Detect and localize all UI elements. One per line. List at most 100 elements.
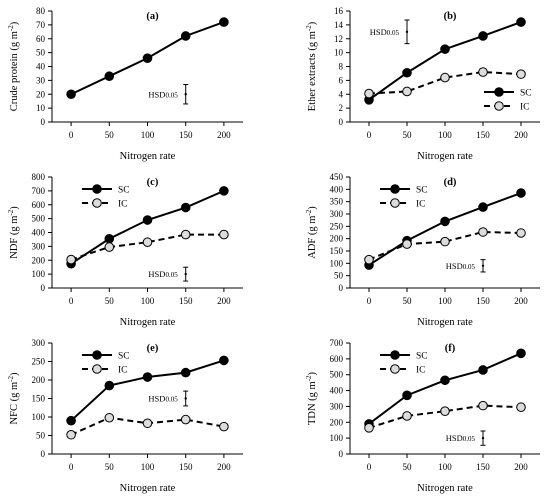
x-axis-title: Nitrogen rate xyxy=(417,317,473,328)
y-tick-label: 200 xyxy=(330,417,344,427)
y-axis-title-text: NFC (g m xyxy=(9,382,20,425)
y-tick-label: 0 xyxy=(41,283,46,293)
chart-panel-f: 0 100 200 300 400 500 600 700 0 50 100 150 200 Nitrog… xyxy=(305,338,540,494)
x-tick-label: 0 xyxy=(367,130,372,140)
y-axis-title-close: ) xyxy=(307,21,318,25)
y-tick-label: 200 xyxy=(32,255,46,265)
x-tick-label: 150 xyxy=(476,296,490,306)
hsd-label-text: HSD xyxy=(148,269,165,279)
y-tick-label: 450 xyxy=(330,172,344,182)
data-point xyxy=(104,233,115,244)
y-tick-label: 150 xyxy=(32,394,46,404)
data-point xyxy=(219,355,229,366)
panel-label: (d) xyxy=(444,177,457,188)
chart-panel-e: 0 50 100 150 200 250 300 0 50 100 150 200 Nitrogen r… xyxy=(7,338,243,494)
data-point xyxy=(104,71,115,82)
x-tick-label: 150 xyxy=(179,296,193,306)
data-point xyxy=(440,406,450,416)
legend-label: IC xyxy=(118,366,128,376)
hsd-label-text: HSD xyxy=(370,27,387,37)
data-point xyxy=(180,414,191,425)
y-tick-label: 40 xyxy=(36,62,46,72)
y-axis-title-superscript: -2 xyxy=(305,375,313,381)
y-tick-label: 150 xyxy=(330,246,344,256)
legend-marker xyxy=(92,364,102,374)
x-tick-label: 0 xyxy=(69,296,74,306)
y-tick-label: 0 xyxy=(41,449,46,459)
x-tick-label: 200 xyxy=(514,130,528,140)
data-point xyxy=(516,69,526,79)
legend-marker xyxy=(494,87,504,97)
y-tick-label: 0 xyxy=(339,117,344,127)
y-tick-label: 800 xyxy=(32,172,46,182)
y-axis-title-close: ) xyxy=(307,206,318,210)
data-point xyxy=(180,367,191,378)
y-tick-label: 2 xyxy=(339,103,344,113)
data-point xyxy=(440,216,450,227)
y-tick-label: 12 xyxy=(334,34,343,44)
legend-label: SC xyxy=(520,89,532,99)
legend-marker xyxy=(390,184,400,194)
data-point xyxy=(478,365,488,375)
y-tick-label: 700 xyxy=(330,338,344,348)
y-tick-label: 0 xyxy=(41,117,46,127)
y-axis-title-superscript: -2 xyxy=(305,25,313,31)
y-tick-label: 50 xyxy=(36,431,46,441)
data-point xyxy=(104,380,115,391)
data-point xyxy=(142,418,153,429)
y-tick-label: 50 xyxy=(36,48,46,58)
data-point xyxy=(219,229,229,240)
y-tick-label: 100 xyxy=(32,269,46,279)
y-tick-label: 300 xyxy=(32,338,46,348)
y-tick-label: 200 xyxy=(32,375,46,385)
data-point xyxy=(478,67,488,77)
data-point xyxy=(180,31,191,41)
data-point xyxy=(402,239,412,249)
data-point xyxy=(516,402,526,413)
y-tick-label: 300 xyxy=(330,209,344,219)
data-point xyxy=(478,202,488,212)
data-point xyxy=(142,372,153,382)
chart-panel-a: 0 10 20 30 40 50 60 70 80 0 50 100 150 200 Nitrogen ra… xyxy=(7,6,243,162)
legend-marker xyxy=(494,101,504,111)
y-axis-title: NDF (g m-2) xyxy=(7,206,20,259)
x-tick-label: 150 xyxy=(179,130,193,140)
data-point xyxy=(440,44,450,54)
legend-label: SC xyxy=(416,186,428,196)
y-axis-title-superscript: -2 xyxy=(7,376,15,382)
y-axis-title: NFC (g m-2) xyxy=(7,372,20,424)
y-axis-title-close: ) xyxy=(9,21,20,25)
y-tick-label: 80 xyxy=(36,6,46,16)
x-tick-label: 100 xyxy=(438,130,452,140)
data-point xyxy=(478,227,488,237)
y-tick-label: 30 xyxy=(36,75,46,85)
hsd-label-subscript: 0.05 xyxy=(165,271,178,279)
hsd-label: HSD0.05 xyxy=(446,433,476,443)
data-point xyxy=(180,229,191,240)
chart-panel-c: 0 100 200 300 400 500 600 700 800 0 50 100 150 200 Nit… xyxy=(7,172,243,328)
y-tick-label: 60 xyxy=(36,34,46,44)
x-tick-label: 150 xyxy=(476,130,490,140)
y-tick-label: 100 xyxy=(32,412,46,422)
data-point xyxy=(219,186,229,196)
y-tick-label: 350 xyxy=(330,197,344,207)
y-tick-label: 400 xyxy=(330,184,344,194)
hsd-center-dot xyxy=(481,436,485,440)
x-tick-label: 0 xyxy=(367,462,372,472)
data-point xyxy=(66,415,76,426)
y-axis-title-close: ) xyxy=(9,372,20,376)
data-point xyxy=(104,412,115,423)
data-point xyxy=(402,67,412,78)
y-tick-label: 0 xyxy=(339,283,344,293)
x-tick-label: 50 xyxy=(105,296,115,306)
x-tick-label: 150 xyxy=(476,462,490,472)
legend-marker xyxy=(390,364,400,374)
x-tick-label: 50 xyxy=(105,130,115,140)
y-tick-label: 300 xyxy=(32,241,46,251)
y-tick-label: 100 xyxy=(330,258,344,268)
data-point xyxy=(364,254,374,265)
x-tick-label: 200 xyxy=(217,462,231,472)
hsd-center-dot xyxy=(405,30,409,34)
y-tick-label: 6 xyxy=(339,75,344,85)
